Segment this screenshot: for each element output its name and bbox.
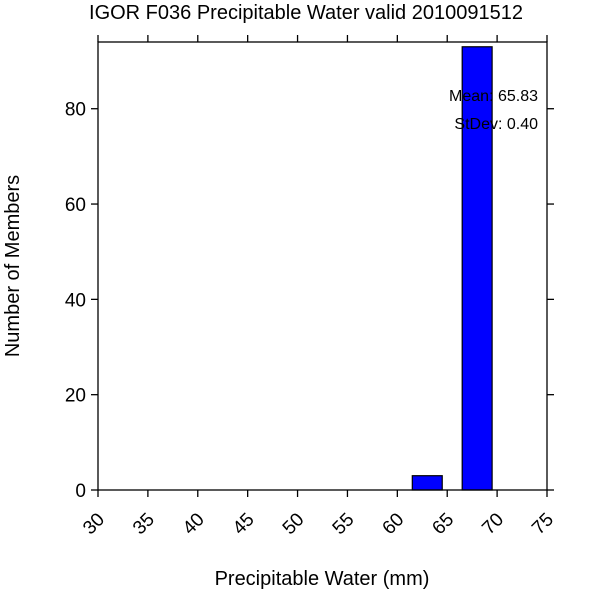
chart-title: IGOR F036 Precipitable Water valid 20100… bbox=[89, 2, 523, 24]
stat-stdev: StDev: 0.40 bbox=[454, 116, 538, 133]
plot-frame bbox=[97, 41, 548, 491]
y-tick-label: 60 bbox=[65, 195, 86, 216]
x-tick-label: 70 bbox=[478, 509, 508, 539]
x-tick-label: 60 bbox=[379, 509, 409, 539]
x-tick-label: 45 bbox=[229, 509, 259, 539]
stat-mean: Mean: 65.83 bbox=[449, 88, 538, 105]
y-tick-label: 40 bbox=[65, 290, 86, 311]
y-tick-label: 20 bbox=[65, 386, 86, 407]
x-axis-label: Precipitable Water (mm) bbox=[215, 568, 430, 590]
y-tick-label: 80 bbox=[65, 100, 86, 121]
y-tick-label: 0 bbox=[75, 481, 86, 502]
y-axis-ticks: 0 20 40 60 80 bbox=[65, 100, 554, 502]
x-tick-label: 65 bbox=[428, 509, 458, 539]
x-tick-label: 35 bbox=[129, 509, 159, 539]
histogram-bar bbox=[461, 46, 493, 491]
bars-group bbox=[411, 46, 493, 491]
y-axis-label: Number of Members bbox=[2, 175, 24, 357]
x-tick-label: 75 bbox=[528, 509, 558, 539]
x-tick-label: 40 bbox=[179, 509, 209, 539]
x-tick-label: 50 bbox=[279, 509, 309, 539]
histogram-bar bbox=[411, 475, 443, 491]
x-tick-label: 55 bbox=[329, 509, 359, 539]
x-tick-label: 30 bbox=[79, 509, 109, 539]
